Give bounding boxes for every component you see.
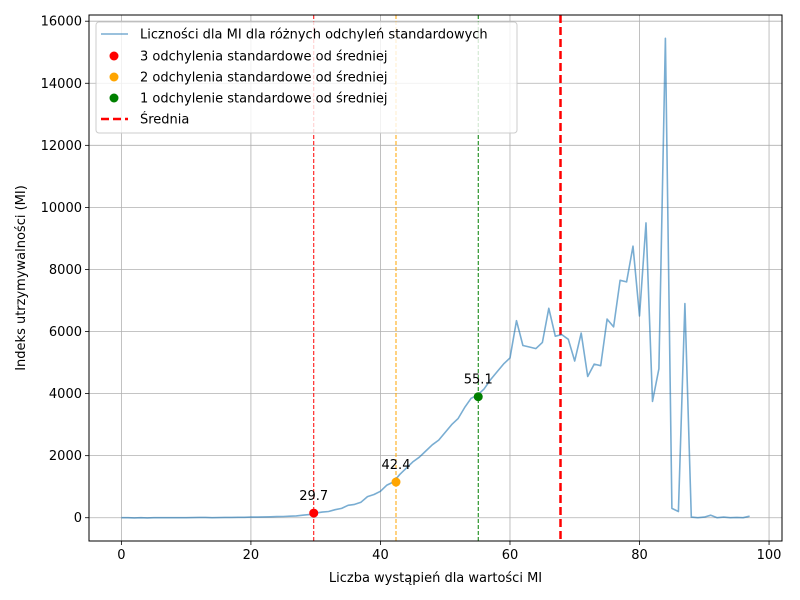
- legend-label-1sd: 1 odchylenie standardowe od średniej: [140, 92, 388, 107]
- markers: 29.7 42.4 55.1: [299, 373, 493, 518]
- legend: Liczności dla MI dla różnych odchyleń st…: [95, 21, 518, 134]
- y-tick-label: 8000: [49, 263, 82, 278]
- series-layer: [121, 37, 750, 519]
- x-tick-label: 20: [243, 548, 260, 563]
- y-axis-label: Indeks utrzymywalności (MI): [14, 185, 29, 371]
- sd-point-label: 42.4: [382, 458, 411, 473]
- legend-label-3sd: 3 odchylenia standardowe od średniej: [140, 50, 388, 65]
- x-axis-label: Liczba wystąpień dla wartości MI: [329, 571, 542, 586]
- sd-point-label: 29.7: [299, 489, 328, 504]
- y-tick-label: 4000: [49, 387, 82, 402]
- y-tick-label: 14000: [41, 77, 82, 92]
- plot-frame: [88, 14, 783, 542]
- sd-point: [391, 477, 401, 487]
- x-tick-label: 0: [117, 548, 125, 563]
- y-tick-label: 6000: [49, 325, 82, 340]
- y-tick-label: 2000: [49, 449, 82, 464]
- sd-point: [309, 508, 319, 518]
- legend-label-2sd: 2 odchylenia standardowe od średniej: [140, 71, 388, 86]
- y-tick-label: 0: [74, 511, 82, 526]
- legend-handle-1sd: [109, 93, 119, 103]
- axis-ticks: 0 20 40 60 80 100 0 2000 4000 6000 8000 10000 12000 1…: [41, 15, 782, 563]
- x-tick-label: 60: [502, 548, 519, 563]
- legend-box: [95, 21, 518, 134]
- y-tick-label: 12000: [41, 139, 82, 154]
- series-line: [121, 37, 750, 519]
- x-tick-label: 40: [372, 548, 389, 563]
- legend-handle-3sd: [109, 51, 119, 61]
- x-tick-label: 80: [631, 548, 648, 563]
- legend-handle-2sd: [109, 72, 119, 82]
- legend-label-mean: Średnia: [140, 112, 189, 128]
- sd-point: [473, 392, 483, 402]
- sd-point-label: 55.1: [464, 373, 493, 388]
- y-tick-label: 16000: [41, 15, 82, 30]
- y-tick-label: 10000: [41, 201, 82, 216]
- legend-label-series: Liczności dla MI dla różnych odchyleń st…: [140, 28, 488, 43]
- x-tick-label: 100: [757, 548, 782, 563]
